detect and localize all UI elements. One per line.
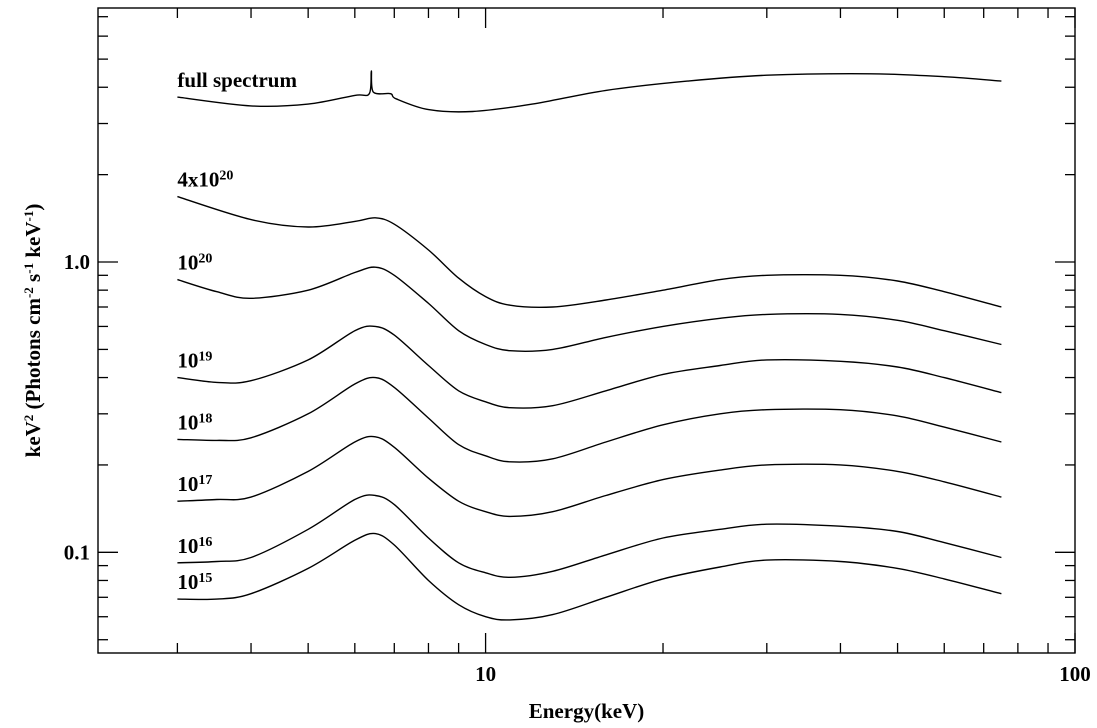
x-axis-label: Energy(keV)	[529, 699, 644, 723]
x-tick-label: 100	[1059, 662, 1091, 686]
y-tick-label: 1.0	[64, 250, 90, 274]
series-label-full: full spectrum	[177, 68, 297, 92]
y-tick-label: 0.1	[64, 540, 90, 564]
series-curves	[177, 71, 1001, 620]
series-line-s1e20	[177, 267, 1001, 351]
series-label-s1e15: 1015	[177, 570, 212, 594]
series-label-s1e19: 1019	[177, 349, 212, 373]
series-line-full	[177, 71, 1001, 112]
series-line-s1e17	[177, 436, 1001, 516]
series-label-s4e20: 4x1020	[177, 168, 233, 192]
series-label-s1e18: 1018	[177, 410, 212, 434]
series-label-s1e16: 1016	[177, 534, 212, 558]
series-line-s1e15	[177, 533, 1001, 620]
tick-labels: 10 100 0.1 1.0	[64, 250, 1091, 686]
series-line-s1e19	[177, 326, 1001, 408]
y-axis-label: keV2 (Photons cm-2 s-1 keV-1)	[21, 204, 46, 458]
x-tick-label: 10	[475, 662, 496, 686]
series-labels: full spectrum 4x1020 1020 1019 1018 1017 1016 1…	[177, 68, 297, 594]
series-line-s1e18	[177, 377, 1001, 462]
series-label-s1e17: 1017	[177, 472, 212, 496]
series-line-s4e20	[177, 197, 1001, 308]
series-label-s1e20: 1020	[177, 251, 212, 275]
